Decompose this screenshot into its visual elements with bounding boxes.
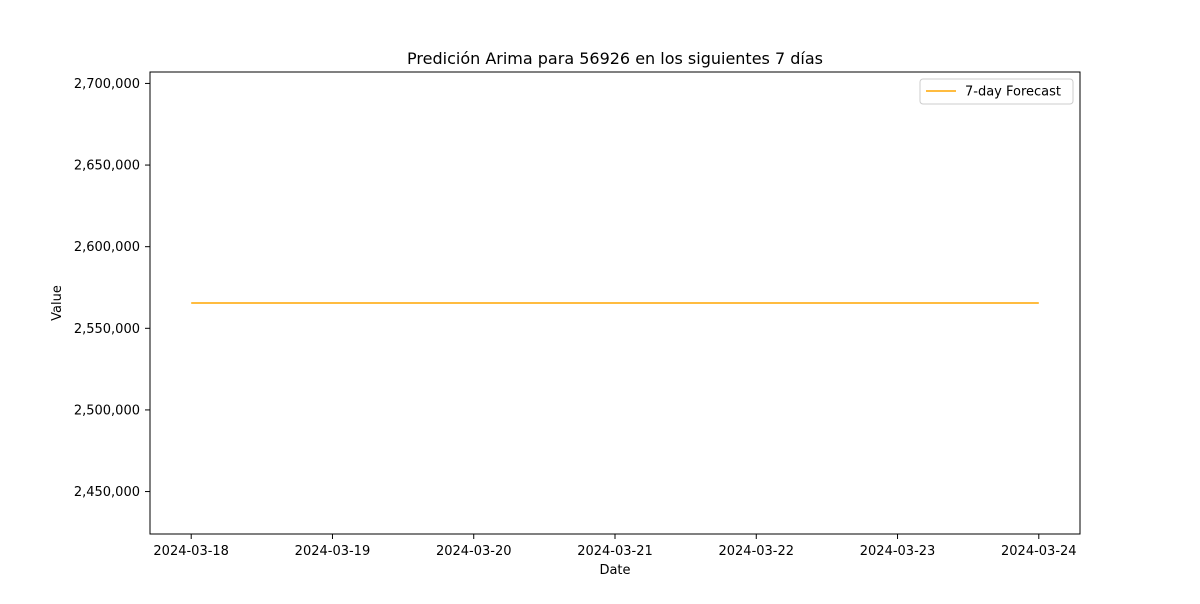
- x-tick-label: 2024-03-24: [1001, 544, 1077, 559]
- legend-box: [919, 78, 1074, 105]
- x-tick-label: 2024-03-19: [295, 544, 371, 559]
- y-tick-label: 2,600,000: [74, 240, 140, 255]
- x-axis-label: Date: [599, 563, 630, 578]
- legend: 7-day Forecast: [919, 78, 1074, 105]
- y-tick-label: 2,550,000: [74, 322, 140, 337]
- legend-label: 7-day Forecast: [965, 85, 1061, 100]
- x-tick-label: 2024-03-20: [436, 544, 512, 559]
- x-tick-label: 2024-03-22: [718, 544, 794, 559]
- y-tick-label: 2,500,000: [74, 403, 140, 418]
- y-axis-label: Value: [50, 285, 65, 321]
- chart-title: Predición Arima para 56926 en los siguie…: [407, 49, 823, 68]
- y-tick-label: 2,650,000: [74, 159, 140, 174]
- plot-frame: [149, 71, 1081, 535]
- y-axis-ticks: 2,450,000 2,500,000 2,550,000 2,600,000 2,65…: [74, 77, 150, 500]
- y-tick-label: 2,450,000: [74, 485, 140, 500]
- x-axis-ticks: 2024-03-18 2024-03-19 2024-03-20 2024-03-21…: [153, 534, 1077, 559]
- x-tick-label: 2024-03-21: [577, 544, 653, 559]
- y-tick-label: 2,700,000: [74, 77, 140, 92]
- x-tick-label: 2024-03-23: [860, 544, 936, 559]
- x-tick-label: 2024-03-18: [153, 544, 229, 559]
